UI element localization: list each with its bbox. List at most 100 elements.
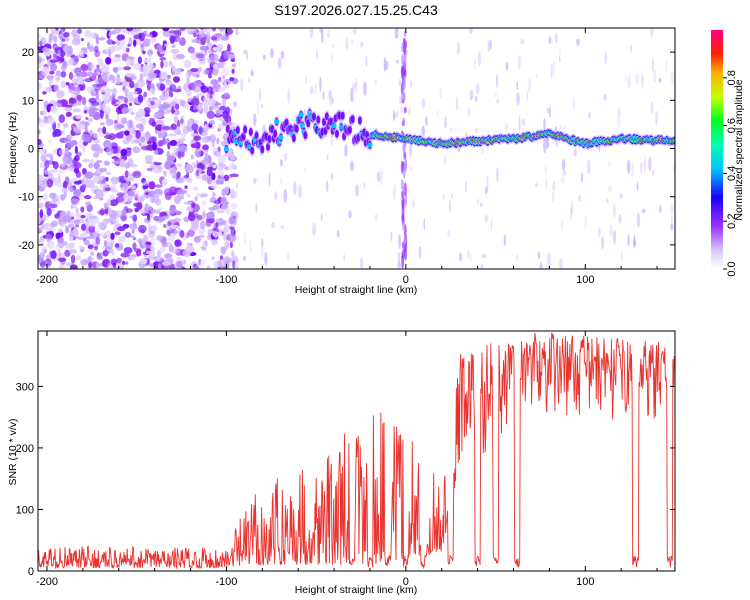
noise-streak [309, 28, 314, 40]
noise-blob [58, 263, 65, 269]
noise-streak [469, 28, 473, 34]
noise-blob [216, 137, 220, 145]
noise-blob [43, 116, 48, 120]
noise-blob [38, 202, 44, 209]
noise-streak [390, 231, 393, 242]
noise-streak [534, 182, 538, 188]
noise-blob [124, 231, 132, 238]
noise-streak [402, 76, 406, 91]
noise-streak [320, 29, 324, 44]
noise-blob [75, 207, 79, 214]
noise-streak [320, 213, 323, 222]
noise-blob [133, 190, 140, 199]
noise-streak [325, 180, 329, 193]
noise-blob [88, 224, 96, 233]
noise-blob [228, 53, 236, 59]
noise-streak [352, 28, 357, 34]
noise-streak [635, 73, 640, 84]
noise-blob [62, 45, 68, 53]
noise-blob [171, 83, 176, 93]
noise-streak [636, 181, 639, 192]
noise-blob [158, 207, 163, 212]
noise-blob [151, 91, 155, 95]
noise-blob [210, 79, 219, 86]
noise-blob [233, 101, 237, 108]
noise-streak [409, 143, 412, 158]
noise-blob [99, 28, 106, 31]
noise-blob [116, 192, 125, 197]
noise-streak [641, 208, 646, 214]
noise-streak [400, 178, 404, 190]
noise-blob [217, 155, 226, 164]
noise-blob [129, 75, 137, 80]
noise-streak [576, 38, 580, 46]
noise-blob [101, 73, 108, 81]
noise-blob [212, 46, 219, 52]
noise-blob [219, 28, 226, 32]
noise-streak [280, 225, 285, 230]
noise-blob [123, 116, 127, 125]
noise-blob [73, 188, 81, 197]
noise-streak [436, 110, 439, 116]
noise-blob [217, 43, 224, 52]
noise-blob [76, 123, 86, 130]
noise-blob [147, 49, 154, 56]
signal-core [250, 146, 255, 155]
noise-streak [243, 49, 247, 55]
noise-blob [40, 183, 48, 188]
noise-blob [38, 196, 42, 202]
noise-streak [495, 73, 499, 88]
noise-blob [63, 31, 70, 38]
noise-blob [216, 209, 225, 214]
noise-streak [658, 77, 662, 83]
noise-blob [62, 180, 68, 190]
noise-blob [163, 223, 167, 229]
noise-blob [94, 45, 99, 53]
noise-streak [384, 60, 389, 71]
noise-streak [444, 115, 447, 128]
noise-streak [314, 83, 317, 96]
noise-streak [359, 257, 364, 269]
noise-blob [45, 233, 52, 243]
noise-blob [65, 81, 70, 86]
noise-blob [112, 87, 117, 95]
noise-streak [402, 91, 406, 102]
noise-blob [208, 106, 214, 111]
noise-blob [38, 116, 42, 124]
spectrogram-x-tick-label: 0 [403, 274, 409, 286]
noise-blob [142, 180, 151, 186]
signal-core [248, 127, 253, 136]
noise-blob [105, 171, 112, 176]
noise-blob [46, 223, 52, 232]
noise-streak [255, 203, 258, 213]
noise-blob [138, 28, 143, 33]
noise-blob [129, 163, 138, 168]
noise-blob [101, 245, 106, 250]
noise-blob [89, 129, 93, 137]
noise-blob [132, 39, 137, 47]
colorbar-gradient [711, 30, 723, 269]
noise-blob [102, 126, 107, 135]
noise-blob [50, 220, 59, 227]
noise-blob [43, 109, 47, 116]
noise-blob [50, 28, 56, 34]
colorbar-tick-label: 0.8 [726, 70, 738, 85]
noise-streak [467, 249, 470, 259]
noise-streak [405, 185, 410, 195]
noise-blob [140, 117, 147, 126]
noise-streak [467, 107, 470, 118]
noise-blob [194, 196, 198, 202]
noise-blob [120, 234, 126, 243]
noise-blob [169, 167, 176, 174]
noise-blob [65, 242, 75, 250]
noise-blob [206, 211, 215, 219]
chart-title: S197.2026.027.15.25.C43 [274, 2, 438, 18]
noise-blob [161, 89, 165, 95]
noise-blob [84, 171, 94, 179]
spectrogram-y-label: Frequency (Hz) [7, 112, 19, 184]
noise-blob [202, 69, 210, 75]
colorbar-tick-label: 0.0 [726, 261, 738, 276]
noise-blob [134, 63, 142, 71]
noise-blob [198, 33, 208, 38]
noise-streak [264, 251, 268, 266]
